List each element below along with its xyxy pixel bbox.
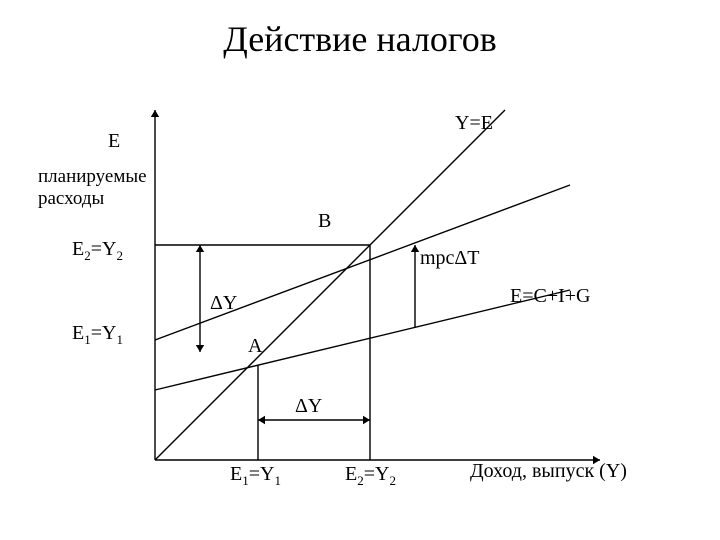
- label-left-E1Y1: E1=Y1: [72, 322, 123, 348]
- label-dY-horiz: ΔY: [295, 395, 322, 418]
- label-bottom-E1Y1: E1=Y1: [230, 463, 281, 489]
- y-axis-label-E: E: [108, 130, 120, 153]
- label-YE: Y=E: [455, 112, 493, 135]
- label-B: B: [318, 210, 331, 233]
- y-axis-label-sub2: расходы: [38, 188, 104, 210]
- label-dY-vert: ΔY: [210, 292, 237, 315]
- page-title: Действие налогов: [0, 0, 720, 60]
- x-axis-label: Доход, выпуск (Y): [470, 460, 627, 483]
- chart-stage: E планируемые расходы Доход, выпуск (Y) …: [0, 80, 720, 520]
- label-bottom-E2Y2: E2=Y2: [345, 463, 396, 489]
- label-ECIG: E=C+I+G: [510, 285, 591, 308]
- label-left-E2Y2: E2=Y2: [72, 238, 123, 264]
- label-mpcDT: mpcΔT: [420, 247, 480, 270]
- y-axis-label-sub1: планируемые: [38, 166, 147, 188]
- label-A: A: [248, 335, 262, 358]
